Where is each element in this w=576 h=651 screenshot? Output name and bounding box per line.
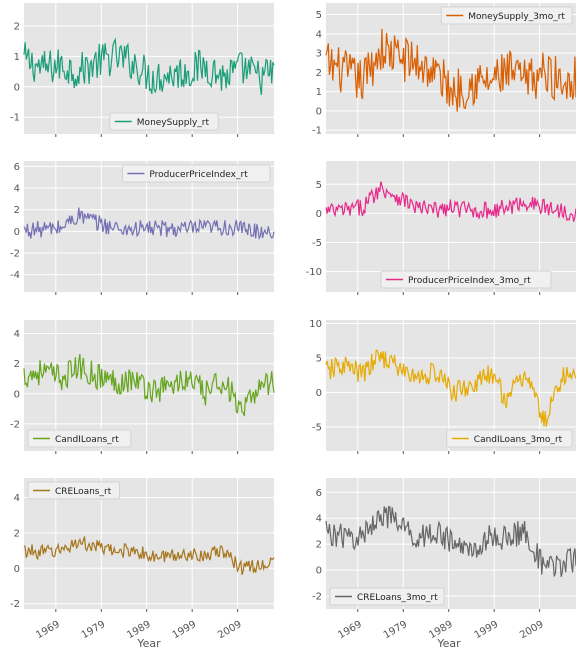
x-axis-label-left: Year [136,637,161,650]
legend-box [329,587,445,606]
y-tick-label: 1 [14,52,20,63]
y-tick-label: 5 [316,353,322,364]
y-tick-label: 6 [14,162,20,173]
y-tick-label: 4 [14,493,20,504]
y-tick-label: -5 [312,238,322,249]
legend-label: MoneySupply_rt [137,118,210,128]
x-axis-label-right: Year [436,637,461,650]
y-tick-label: 3 [316,49,322,60]
y-tick-label: 10 [309,319,322,330]
legend: CRELoans_rt [27,481,120,500]
legend-box [27,429,132,448]
y-tick-label: 0 [14,227,20,238]
legend: CRELoans_3mo_rt [329,587,445,606]
panel-2: -1 0 1 2 3 4 5 MoneySupply_3mo_rt [312,3,576,137]
y-tick-label: 0 [14,82,20,93]
y-tick-label: -1 [10,113,20,124]
y-tick-label: 2 [316,68,322,79]
y-tick-label: 4 [316,29,322,40]
y-tick-label: 0 [14,564,20,575]
panel-4: -10 -5 0 5 ProducerPriceIndex_3mo_rt [306,161,576,295]
x-tick-label: 1999 [171,619,199,641]
y-tick-label: -4 [10,270,20,281]
legend-label: CRELoans_rt [55,487,112,497]
y-tick-label: 2 [14,528,20,539]
y-tick-label: 1 [316,87,322,98]
y-tick-label: 6 [316,488,322,499]
y-tick-label: -2 [10,599,20,610]
series-line [325,505,576,577]
series-line [23,37,275,95]
x-tick-label: 1969 [34,619,62,641]
legend-box [27,481,120,500]
y-tick-label: 0 [316,388,322,399]
series-line [325,28,576,112]
legend-box [440,6,573,25]
legend-label: CRELoans_3mo_rt [357,593,438,603]
plot-area [326,478,576,609]
legend: ProducerPriceIndex_3mo_rt [380,270,552,289]
legend-box [380,270,552,289]
x-tick-label: 2009 [216,619,244,641]
x-tick-label: 2009 [518,619,546,641]
y-tick-label: -2 [10,249,20,260]
legend: MoneySupply_3mo_rt [440,6,573,25]
x-tick-label: 1979 [382,619,410,641]
y-tick-label: -2 [312,592,322,603]
y-tick-label: -5 [312,422,322,433]
x-tick-label: 1969 [336,619,364,641]
y-tick-label: 5 [316,10,322,21]
y-tick-label: 0 [316,209,322,220]
panel-1: -1 0 1 2 MoneySupply_rt [10,3,275,137]
panel-3: -4 -2 0 2 4 6 ProducerPriceIndex_rt [10,161,275,295]
series-line [325,349,576,427]
legend-label: ProducerPriceIndex_3mo_rt [408,276,531,286]
y-tick-label: -1 [312,126,322,137]
y-tick-label: 2 [316,540,322,551]
legend-box [122,164,271,183]
legend: CandILoans_rt [27,429,132,448]
legend-label: CandILoans_3mo_rt [474,435,563,445]
legend-box [446,429,573,448]
legend: MoneySupply_rt [109,112,219,131]
plot-area [24,478,274,609]
plot-area [326,320,576,451]
legend: CandILoans_3mo_rt [446,429,573,448]
legend: ProducerPriceIndex_rt [122,164,271,183]
y-tick-label: 0 [14,389,20,400]
y-tick-label: 2 [14,21,20,32]
legend-label: ProducerPriceIndex_rt [149,170,248,180]
y-tick-label: -2 [10,419,20,430]
series-line [23,207,275,241]
panel-5: -2 0 2 4 CandILoans_rt [10,320,275,454]
y-tick-label: -10 [306,267,322,278]
y-tick-label: 0 [316,566,322,577]
y-tick-label: 4 [14,329,20,340]
series-line [23,536,275,575]
legend-box [109,112,219,131]
x-tick-label: 1999 [473,619,501,641]
plot-area [326,161,576,292]
series-line [23,353,275,417]
y-tick-label: 4 [14,184,20,195]
y-tick-label: 5 [316,180,322,191]
y-tick-label: 4 [316,514,322,525]
panel-6: -5 0 5 10 CandILoans_3mo_rt [309,319,576,454]
y-tick-label: 0 [316,106,322,117]
legend-label: MoneySupply_3mo_rt [468,12,565,22]
y-tick-label: 2 [14,205,20,216]
legend-label: CandILoans_rt [55,435,119,445]
x-tick-label: 1979 [80,619,108,641]
series-line [325,181,576,222]
y-tick-label: 2 [14,359,20,370]
